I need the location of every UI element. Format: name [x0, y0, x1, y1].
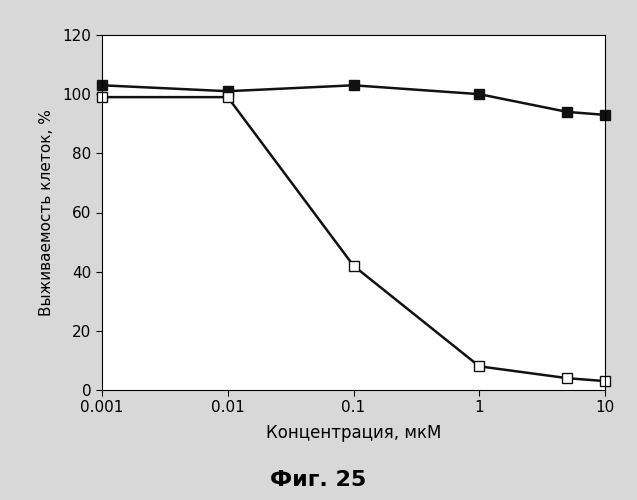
X-axis label: Концентрация, мкМ: Концентрация, мкМ — [266, 424, 441, 442]
Y-axis label: Выживаемость клеток, %: Выживаемость клеток, % — [39, 109, 54, 316]
Text: Фиг. 25: Фиг. 25 — [270, 470, 367, 490]
